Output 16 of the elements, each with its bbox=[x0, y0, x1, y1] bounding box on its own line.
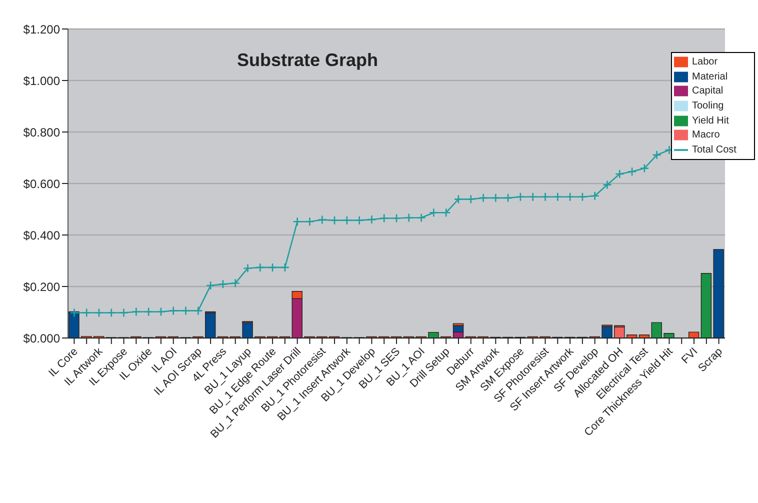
y-tick-label: $0.600 bbox=[23, 176, 60, 191]
legend-label: Total Cost bbox=[692, 144, 736, 156]
y-tick-label: $0.400 bbox=[23, 228, 60, 242]
x-tick-label: FVI bbox=[680, 346, 700, 366]
legend-label: Yield Hit bbox=[692, 115, 729, 126]
y-tick-label: $0.000 bbox=[23, 331, 60, 346]
y-tick-label: $0.200 bbox=[23, 280, 60, 294]
y-tick-label: $0.800 bbox=[23, 125, 60, 140]
legend-label: Material bbox=[692, 71, 728, 82]
y-tick-label: $1.200 bbox=[23, 22, 60, 36]
legend-label: Labor bbox=[692, 56, 718, 68]
y-tick-label: $1.000 bbox=[23, 74, 60, 88]
legend-label: Capital bbox=[692, 86, 724, 97]
legend-label: Macro bbox=[692, 130, 720, 141]
text: Substrate Graph bbox=[237, 50, 378, 71]
legend-label: Tooling bbox=[692, 100, 724, 112]
